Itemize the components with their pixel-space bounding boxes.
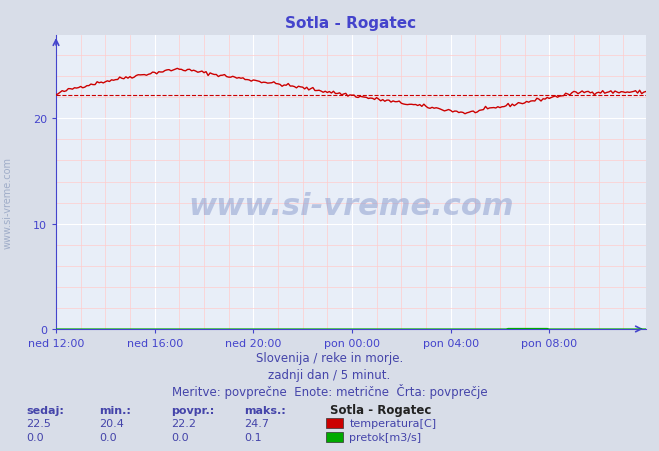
Bar bbox=[326, 419, 343, 428]
Text: temperatura[C]: temperatura[C] bbox=[349, 418, 436, 428]
Text: 0.0: 0.0 bbox=[99, 432, 117, 442]
Text: Meritve: povprečne  Enote: metrične  Črta: povprečje: Meritve: povprečne Enote: metrične Črta:… bbox=[172, 383, 487, 398]
Text: 0.0: 0.0 bbox=[26, 432, 44, 442]
Text: www.si-vreme.com: www.si-vreme.com bbox=[188, 192, 514, 221]
Text: 24.7: 24.7 bbox=[244, 418, 269, 428]
Text: www.si-vreme.com: www.si-vreme.com bbox=[3, 157, 13, 249]
Text: 0.0: 0.0 bbox=[171, 432, 189, 442]
Text: 22.5: 22.5 bbox=[26, 418, 51, 428]
Text: min.:: min.: bbox=[99, 405, 130, 414]
Text: 20.4: 20.4 bbox=[99, 418, 124, 428]
Text: povpr.:: povpr.: bbox=[171, 405, 215, 414]
Title: Sotla - Rogatec: Sotla - Rogatec bbox=[285, 16, 416, 31]
Text: Slovenija / reke in morje.: Slovenija / reke in morje. bbox=[256, 351, 403, 364]
Text: 22.2: 22.2 bbox=[171, 418, 196, 428]
Text: zadnji dan / 5 minut.: zadnji dan / 5 minut. bbox=[268, 368, 391, 381]
Bar bbox=[326, 432, 343, 442]
Text: 0.1: 0.1 bbox=[244, 432, 262, 442]
Text: sedaj:: sedaj: bbox=[26, 405, 64, 414]
Text: maks.:: maks.: bbox=[244, 405, 285, 414]
Text: Sotla - Rogatec: Sotla - Rogatec bbox=[330, 403, 431, 416]
Text: pretok[m3/s]: pretok[m3/s] bbox=[349, 432, 421, 442]
